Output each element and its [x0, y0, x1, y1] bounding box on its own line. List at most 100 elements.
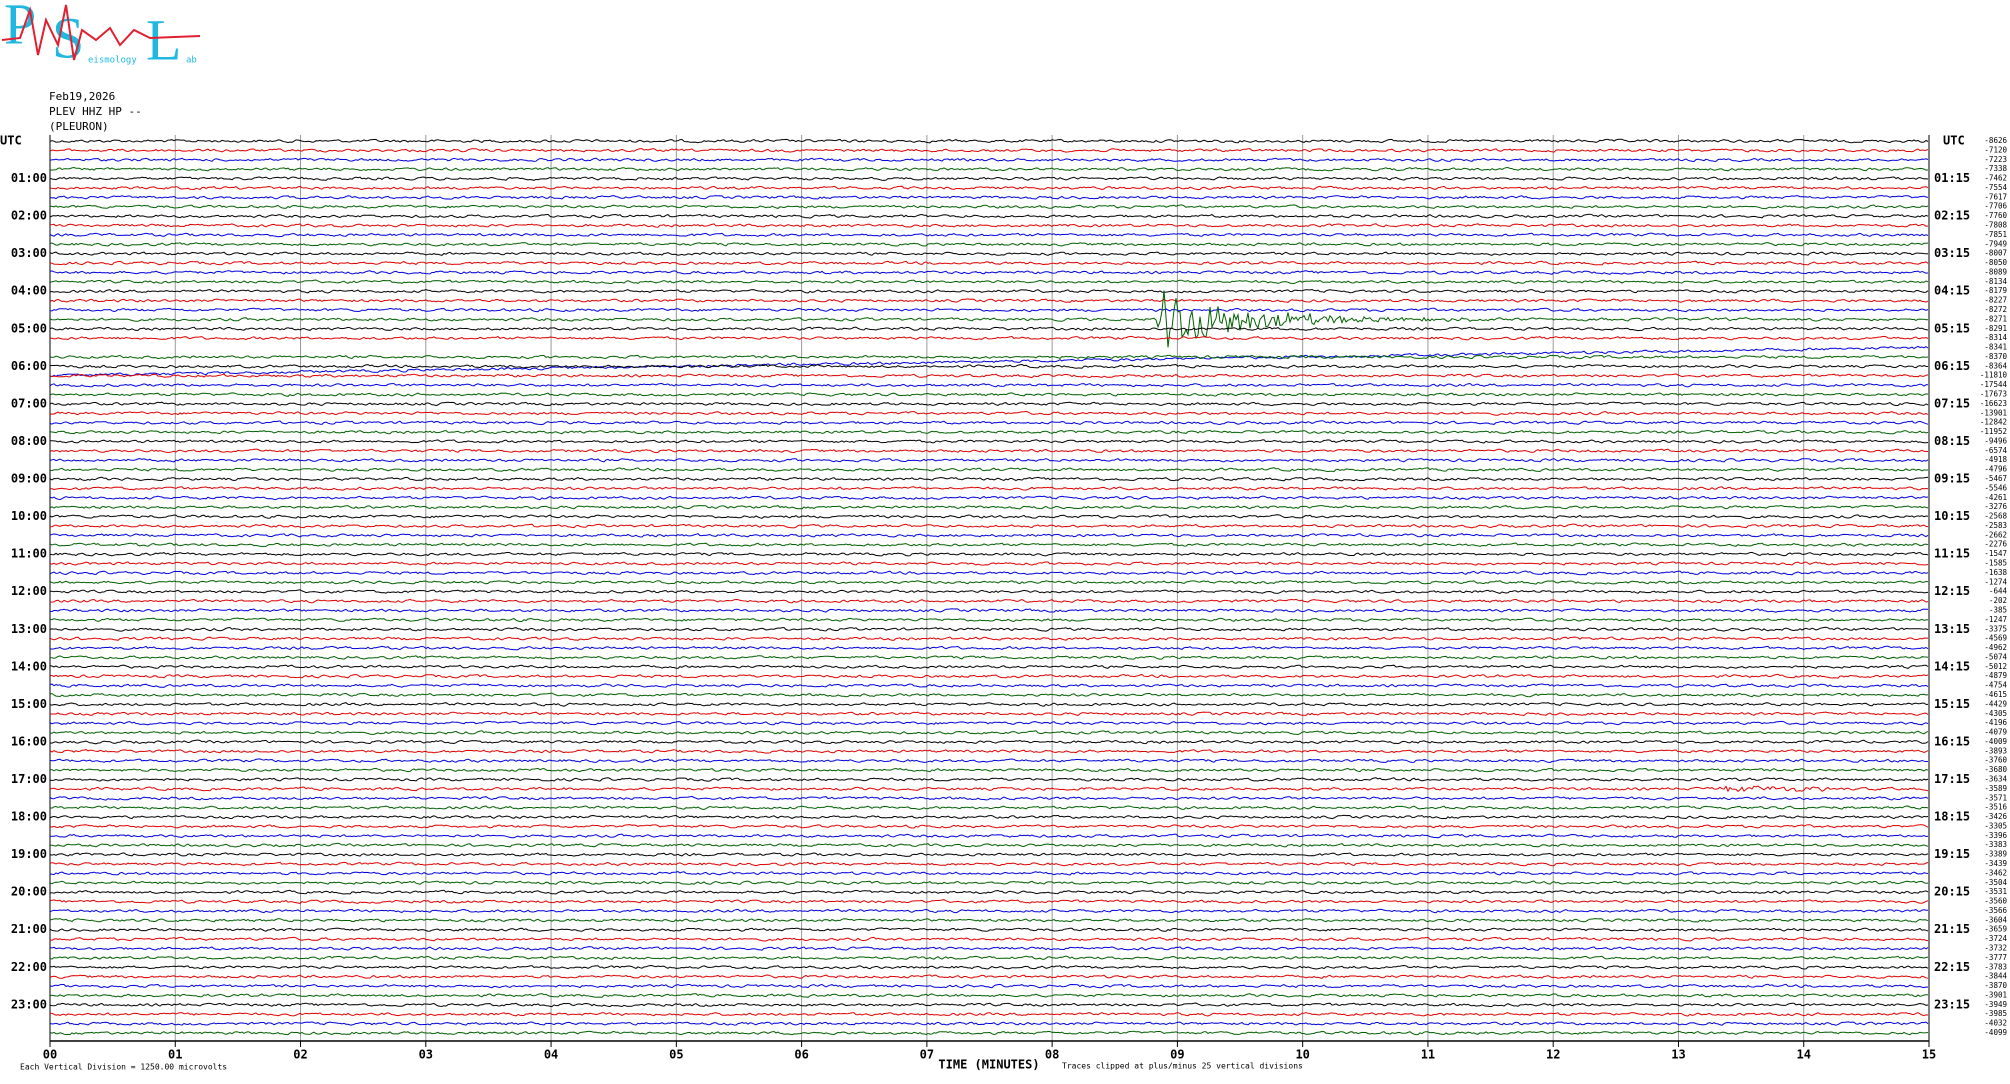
offset-label: -2276 — [1984, 540, 2007, 549]
trace — [49, 936, 1929, 942]
offset-label: -3732 — [1984, 943, 2007, 952]
trace — [49, 288, 1929, 294]
hour-label: 14:15 — [1934, 659, 1970, 673]
trace — [49, 345, 1929, 378]
x-tick-label: 00 — [43, 1048, 57, 1062]
hour-label: 11:15 — [1934, 547, 1970, 561]
x-tick-label: 10 — [1295, 1048, 1309, 1062]
offset-label: -7760 — [1984, 211, 2007, 220]
hour-label: 06:00 — [11, 359, 47, 373]
offset-label: -1585 — [1984, 559, 2007, 568]
offset-label: -4754 — [1984, 681, 2007, 690]
hour-label: 05:00 — [11, 321, 47, 335]
trace — [49, 166, 1929, 172]
logo-word: eismology — [88, 56, 137, 66]
trace — [49, 458, 1929, 463]
offset-label: -1638 — [1984, 568, 2007, 577]
hour-label: 02:00 — [11, 209, 47, 223]
trace — [49, 551, 1929, 557]
trace — [49, 429, 1929, 435]
site: (PLEURON) — [49, 120, 109, 133]
trace — [49, 290, 1929, 348]
trace — [49, 1002, 1929, 1008]
offset-label: -3949 — [1984, 1000, 2007, 1009]
offset-label: -8007 — [1984, 249, 2007, 258]
trace — [49, 739, 1929, 745]
hour-label: 20:15 — [1934, 885, 1970, 899]
offset-label: -3305 — [1984, 821, 2007, 830]
offset-label: -5546 — [1984, 483, 2007, 492]
hour-label: 21:00 — [11, 922, 47, 936]
trace — [49, 880, 1929, 886]
trace — [50, 439, 1929, 444]
offset-label: -3659 — [1984, 925, 2007, 934]
hour-label: 19:00 — [11, 847, 47, 861]
trace — [49, 983, 1929, 989]
offset-label: -202 — [1989, 596, 2007, 605]
trace — [49, 382, 1929, 388]
offset-label: -644 — [1989, 587, 2008, 596]
offset-label: -3439 — [1984, 859, 2007, 868]
utc-label: UTC — [1943, 134, 1965, 148]
x-tick-label: 03 — [419, 1048, 433, 1062]
offset-label: -3783 — [1984, 962, 2007, 971]
trace — [49, 270, 1929, 275]
trace — [49, 335, 1929, 341]
hour-label: 09:15 — [1934, 472, 1970, 486]
offset-label: -1274 — [1984, 577, 2007, 586]
trace — [49, 617, 1929, 623]
offset-label: -8179 — [1984, 286, 2007, 295]
x-axis-label: TIME (MINUTES) — [938, 1058, 1039, 1072]
x-tick-label: 14 — [1797, 1048, 1811, 1062]
hour-label: 10:00 — [11, 509, 47, 523]
utc-label: UTC — [0, 134, 22, 148]
trace — [49, 673, 1929, 679]
x-tick-label: 05 — [669, 1048, 683, 1062]
offset-label: -4305 — [1984, 709, 2007, 718]
trace — [49, 392, 1929, 397]
offset-label: -12842 — [1980, 418, 2007, 427]
trace — [49, 626, 1929, 632]
hour-label: 16:15 — [1934, 734, 1970, 748]
offset-label: -8134 — [1984, 277, 2007, 286]
offset-label: -3893 — [1984, 746, 2007, 755]
trace — [49, 833, 1929, 839]
x-tick-label: 07 — [920, 1048, 934, 1062]
hour-label: 06:15 — [1934, 359, 1970, 373]
x-tick-label: 08 — [1045, 1048, 1059, 1062]
offset-label: -7554 — [1984, 183, 2007, 192]
trace — [49, 842, 1929, 848]
trace — [49, 749, 1929, 754]
trace — [49, 861, 1929, 867]
hour-label: 11:00 — [11, 547, 47, 561]
x-tick-label: 06 — [794, 1048, 808, 1062]
trace — [50, 655, 1929, 660]
trace — [49, 138, 1929, 144]
offset-label: -16623 — [1980, 399, 2007, 408]
offset-label: -5467 — [1984, 474, 2007, 483]
offset-label: -5074 — [1984, 652, 2007, 661]
trace — [49, 692, 1929, 698]
offset-label: -3760 — [1984, 756, 2007, 765]
trace — [49, 636, 1929, 641]
hour-label: 08:15 — [1934, 434, 1970, 448]
hour-label: 05:15 — [1934, 321, 1970, 335]
hour-label: 15:00 — [11, 697, 47, 711]
trace — [49, 176, 1929, 181]
trace — [49, 1030, 1929, 1036]
offset-label: -3589 — [1984, 784, 2007, 793]
trace — [49, 260, 1929, 266]
offset-label: -8314 — [1984, 333, 2007, 342]
trace — [49, 523, 1929, 529]
offset-label: -11952 — [1980, 427, 2007, 436]
offset-label: -4569 — [1984, 634, 2007, 643]
hour-label: 13:15 — [1934, 622, 1970, 636]
trace — [49, 918, 1929, 923]
trace — [49, 955, 1929, 961]
trace — [49, 908, 1929, 914]
trace — [49, 805, 1929, 811]
offset-label: -3375 — [1984, 624, 2007, 633]
offset-label: -9496 — [1984, 436, 2007, 445]
trace — [49, 777, 1929, 782]
